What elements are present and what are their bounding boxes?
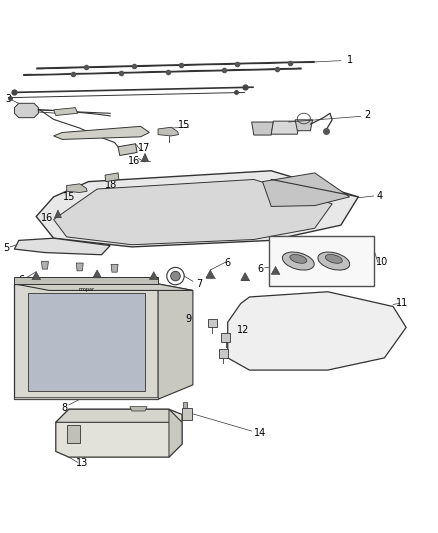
- Polygon shape: [76, 263, 83, 271]
- Ellipse shape: [283, 252, 314, 270]
- Ellipse shape: [318, 252, 350, 270]
- Polygon shape: [14, 284, 158, 399]
- Ellipse shape: [325, 254, 342, 263]
- Polygon shape: [54, 210, 61, 218]
- Text: 16: 16: [41, 213, 53, 223]
- Polygon shape: [271, 266, 280, 274]
- Polygon shape: [28, 293, 145, 391]
- Polygon shape: [67, 184, 87, 192]
- Polygon shape: [221, 333, 230, 342]
- Text: 13: 13: [76, 458, 88, 468]
- Polygon shape: [56, 409, 182, 457]
- Text: 15: 15: [63, 192, 75, 202]
- Polygon shape: [271, 121, 300, 134]
- Text: 17: 17: [138, 143, 150, 153]
- Polygon shape: [105, 173, 119, 182]
- Text: 7: 7: [196, 279, 202, 289]
- Polygon shape: [262, 173, 350, 206]
- Text: 14: 14: [254, 428, 266, 438]
- Polygon shape: [241, 272, 250, 280]
- Text: 4: 4: [376, 191, 382, 200]
- Text: 10: 10: [376, 257, 389, 267]
- Text: 15: 15: [178, 120, 191, 130]
- Polygon shape: [32, 272, 41, 279]
- Polygon shape: [42, 261, 48, 269]
- Polygon shape: [14, 103, 39, 118]
- Polygon shape: [228, 292, 406, 370]
- Text: 6: 6: [18, 276, 24, 286]
- Polygon shape: [56, 409, 182, 422]
- Polygon shape: [295, 120, 313, 131]
- Polygon shape: [53, 180, 332, 245]
- Polygon shape: [149, 272, 158, 279]
- Circle shape: [171, 271, 180, 281]
- Polygon shape: [53, 126, 149, 140]
- Text: 9: 9: [185, 314, 191, 324]
- Polygon shape: [158, 284, 193, 399]
- Polygon shape: [14, 284, 193, 290]
- Polygon shape: [111, 264, 118, 272]
- Text: 8: 8: [61, 403, 67, 413]
- Polygon shape: [169, 409, 182, 457]
- Polygon shape: [206, 270, 215, 278]
- Text: 12: 12: [237, 325, 249, 335]
- Text: 16: 16: [128, 156, 140, 166]
- Polygon shape: [208, 319, 217, 327]
- Text: 5: 5: [4, 243, 10, 253]
- Text: 2: 2: [365, 110, 371, 120]
- Polygon shape: [14, 238, 110, 255]
- Text: 11: 11: [396, 298, 408, 309]
- FancyBboxPatch shape: [269, 236, 374, 286]
- Polygon shape: [158, 127, 179, 136]
- Polygon shape: [67, 425, 80, 443]
- Polygon shape: [182, 408, 191, 419]
- Text: mopar: mopar: [78, 287, 94, 292]
- Ellipse shape: [290, 254, 307, 263]
- Polygon shape: [130, 407, 147, 411]
- Polygon shape: [14, 397, 158, 399]
- Text: 18: 18: [105, 180, 117, 190]
- Polygon shape: [118, 144, 137, 156]
- Polygon shape: [14, 277, 158, 284]
- Text: 1: 1: [346, 55, 353, 65]
- Polygon shape: [53, 108, 78, 116]
- Text: 3: 3: [5, 93, 11, 103]
- Polygon shape: [219, 349, 228, 358]
- Polygon shape: [252, 122, 273, 135]
- Text: 6: 6: [257, 264, 263, 273]
- Text: 6: 6: [225, 258, 231, 268]
- Polygon shape: [183, 402, 187, 408]
- Polygon shape: [93, 270, 102, 278]
- Polygon shape: [36, 171, 358, 247]
- Polygon shape: [141, 154, 148, 161]
